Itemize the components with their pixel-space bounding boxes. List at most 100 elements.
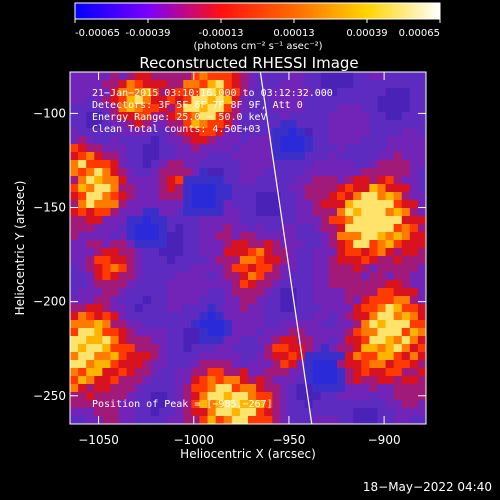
heatmap-cell [288, 248, 298, 257]
heatmap-cell [272, 384, 281, 393]
heatmap-cell [231, 208, 241, 217]
heatmap-cell [280, 224, 290, 233]
heatmap-cell [385, 296, 395, 305]
heatmap-cell [175, 376, 184, 385]
heatmap-cell [102, 360, 112, 369]
heatmap-cell [207, 80, 217, 89]
heatmap-cell [264, 288, 273, 297]
heatmap-cell [417, 296, 426, 305]
annotation-detectors: Detectors: 3F 5F 6F 7F 8F 9F, Att 0 [92, 100, 303, 111]
heatmap-cell [417, 328, 426, 337]
heatmap-cell [353, 264, 362, 273]
heatmap-cell [102, 152, 112, 161]
heatmap-cell [409, 120, 419, 129]
heatmap-cell [401, 344, 411, 353]
heatmap-cell [159, 224, 168, 233]
heatmap-cell [417, 88, 426, 97]
heatmap-cell [126, 328, 136, 337]
heatmap-cell [215, 224, 225, 233]
heatmap-cell [288, 368, 298, 377]
heatmap-cell [385, 240, 395, 249]
heatmap-cell [86, 216, 95, 225]
heatmap-cell [296, 304, 306, 313]
heatmap-cell [312, 344, 322, 353]
heatmap-cell [110, 184, 120, 193]
heatmap-cell [345, 416, 354, 424]
heatmap-cell [102, 240, 112, 249]
heatmap-cell [345, 208, 354, 217]
heatmap-cell [110, 144, 120, 153]
heatmap-cell [86, 352, 95, 361]
heatmap-cell [126, 224, 136, 233]
heatmap-cell [264, 416, 273, 424]
heatmap-cell [159, 192, 168, 201]
heatmap-cell [102, 248, 112, 257]
heatmap-cell [393, 88, 403, 97]
heatmap-cell [167, 240, 176, 249]
heatmap-cell [175, 328, 184, 337]
heatmap-cell [417, 128, 426, 137]
heatmap-cell [150, 216, 160, 225]
heatmap-cell [207, 184, 217, 193]
heatmap-cell [142, 296, 152, 305]
x-tick-label: −1000 [173, 433, 214, 447]
heatmap-cell [134, 296, 144, 305]
heatmap-cell [207, 376, 217, 385]
heatmap-cell [361, 88, 370, 97]
heatmap-cell [272, 416, 281, 424]
heatmap-cell [239, 184, 249, 193]
heatmap-cell [86, 192, 95, 201]
heatmap-cell [320, 112, 330, 121]
heatmap-cell [102, 200, 112, 209]
heatmap-cell [312, 136, 322, 145]
heatmap-cell [231, 328, 241, 337]
heatmap-cell [304, 352, 314, 361]
heatmap-cell [296, 216, 306, 225]
heatmap-cell [296, 256, 306, 265]
heatmap-cell [312, 240, 322, 249]
heatmap-cell [361, 72, 370, 81]
heatmap-cell [191, 416, 201, 424]
heatmap-cell [401, 208, 411, 217]
heatmap-cell [126, 392, 136, 401]
heatmap-cell [256, 416, 265, 424]
heatmap-cell [159, 400, 168, 409]
heatmap-cell [167, 400, 176, 409]
heatmap-cell [159, 408, 168, 417]
heatmap-cell [223, 168, 233, 177]
heatmap-cell [272, 272, 281, 281]
heatmap-cell [215, 240, 225, 249]
heatmap-cell [199, 288, 209, 297]
heatmap-cell [86, 232, 95, 241]
heatmap-cell [118, 304, 128, 313]
heatmap-cell [207, 192, 217, 201]
heatmap-cell [150, 264, 160, 273]
heatmap-cell [231, 312, 241, 321]
heatmap-cell [345, 88, 354, 97]
heatmap-cell [385, 328, 395, 337]
heatmap-cell [142, 152, 152, 161]
plot-frame [69, 71, 427, 425]
heatmap-cell [215, 272, 225, 281]
heatmap-cell [150, 240, 160, 249]
heatmap-cell [256, 104, 265, 113]
heatmap-cell [142, 352, 152, 361]
heatmap-cell [159, 208, 168, 217]
heatmap-cell [199, 280, 209, 289]
heatmap-cell [409, 224, 419, 233]
heatmap-cell [223, 112, 233, 121]
heatmap-cell [126, 304, 136, 313]
heatmap-cell [159, 416, 168, 424]
heatmap-cell [248, 416, 257, 424]
heatmap-cell [264, 128, 273, 137]
heatmap-cell [223, 192, 233, 201]
heatmap-cell [417, 336, 426, 345]
heatmap-cell [377, 136, 387, 145]
heatmap-cell [353, 272, 362, 281]
heatmap-cell [159, 376, 168, 385]
heatmap-cell [142, 120, 152, 129]
heatmap-cell [239, 256, 249, 265]
heatmap-cell [304, 328, 314, 337]
heatmap-cell [345, 224, 354, 233]
heatmap-cell [86, 376, 95, 385]
